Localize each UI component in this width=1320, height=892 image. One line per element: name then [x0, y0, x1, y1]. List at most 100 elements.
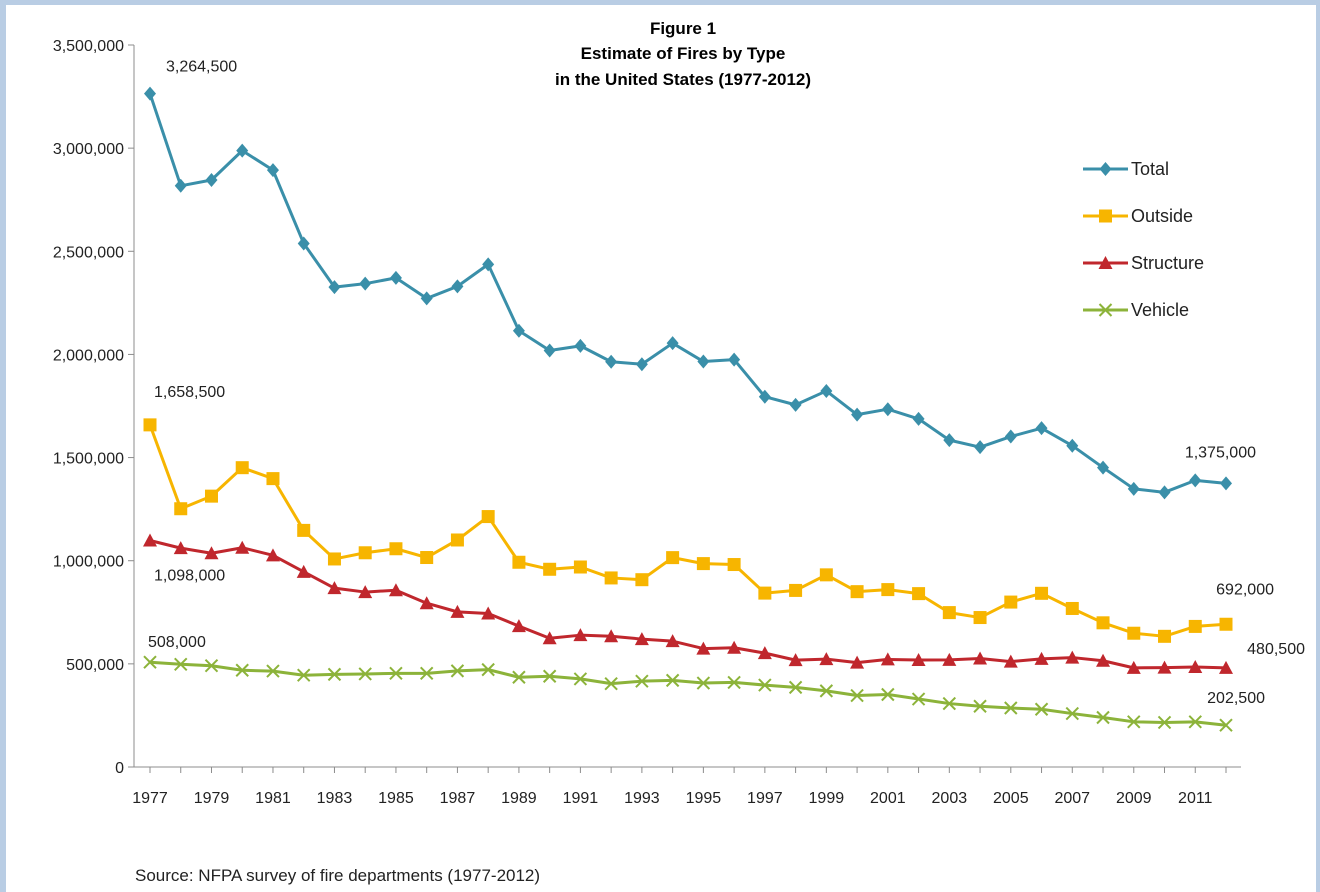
data-point-x-stroke	[819, 684, 834, 698]
data-point-x-stroke	[297, 668, 311, 682]
data-point-diamond	[635, 357, 648, 372]
data-point-triangle	[358, 585, 373, 599]
data-point-diamond	[758, 389, 771, 404]
data-point-diamond	[851, 407, 864, 422]
data-point-x-stroke	[204, 659, 219, 673]
data-point-x-stroke	[389, 666, 403, 681]
data-label: 1,658,500	[154, 384, 225, 401]
chart-title: Figure 1 Estimate of Fires by Type in th…	[555, 19, 811, 89]
data-point-x-stroke	[1098, 303, 1113, 317]
data-point-square	[1099, 209, 1112, 223]
chart-title-line: Estimate of Fires by Type	[581, 44, 786, 63]
data-point-square	[1127, 626, 1141, 640]
data-point-triangle	[788, 653, 803, 667]
data-point-diamond	[482, 257, 495, 272]
data-point-diamond	[789, 397, 802, 412]
data-annotations: 3,264,500 1,658,500 1,098,000 508,000 1,375,…	[148, 59, 1305, 708]
data-point-x-stroke	[1004, 701, 1018, 715]
data-point-triangle	[942, 652, 957, 666]
x-tick-label: 1993	[624, 790, 660, 807]
data-point-triangle	[481, 606, 496, 620]
data-point-x	[297, 668, 311, 682]
data-point-triangle	[911, 652, 926, 666]
data-point-x-stroke	[450, 664, 465, 678]
data-point-x	[450, 664, 465, 678]
data-point-x-stroke	[881, 687, 895, 702]
y-axis-ticks: 0 500,000 1,000,000 1,500,000 2,000,000 2,500…	[53, 38, 134, 777]
series-line	[148, 424, 1227, 638]
data-point-diamond	[174, 178, 187, 193]
data-point-triangle	[819, 652, 834, 666]
data-point-x-stroke	[542, 669, 557, 683]
data-point-x-stroke	[174, 657, 188, 671]
data-point-x	[1219, 718, 1233, 732]
data-point-x	[942, 696, 957, 711]
data-point-x-stroke	[1034, 702, 1049, 716]
data-point-triangle	[143, 533, 157, 547]
data-point-x-stroke	[481, 662, 495, 677]
data-point-triangle	[573, 628, 588, 642]
data-label: 202,500	[1207, 690, 1265, 707]
data-point-diamond	[974, 440, 987, 455]
y-tick-label: 2,500,000	[53, 244, 124, 261]
data-label: 1,375,000	[1185, 444, 1256, 461]
data-point-x-stroke	[758, 678, 772, 692]
data-label: 508,000	[148, 634, 206, 651]
data-point-x-stroke	[512, 670, 526, 684]
data-point-x-stroke	[143, 655, 157, 669]
data-point-square	[543, 562, 557, 576]
legend-label: Total	[1131, 159, 1169, 179]
x-tick-label: 2009	[1116, 790, 1152, 807]
y-tick-label: 500,000	[66, 657, 124, 674]
data-label: 3,264,500	[166, 59, 237, 76]
legend-label: Outside	[1131, 206, 1193, 226]
data-point-square	[696, 557, 710, 571]
data-point-square	[512, 555, 526, 569]
data-point-square	[604, 571, 618, 585]
data-point-diamond	[359, 276, 372, 291]
data-point-x-stroke	[788, 680, 803, 695]
x-tick-label: 1977	[132, 790, 168, 807]
data-point-x-stroke	[1065, 706, 1079, 721]
data-point-x-stroke	[1127, 715, 1141, 729]
data-point-square	[1096, 616, 1110, 630]
data-point-triangle	[265, 548, 280, 562]
chart-title-line: Figure 1	[650, 19, 716, 38]
data-point-x-stroke	[727, 675, 741, 690]
frame-border-left	[0, 0, 6, 892]
data-point-diamond	[697, 354, 710, 369]
data-point-x-stroke	[266, 664, 280, 678]
data-point-square	[881, 583, 895, 597]
data-point-diamond	[728, 352, 741, 367]
x-tick-label: 1997	[747, 790, 783, 807]
data-point-square	[420, 551, 434, 565]
chart-title-line: in the United States (1977-2012)	[555, 70, 811, 89]
data-point-diamond	[1035, 421, 1048, 436]
data-point-square	[481, 510, 495, 524]
data-point-x	[542, 669, 557, 683]
data-point-x-stroke	[665, 673, 680, 688]
data-point-triangle	[1003, 654, 1018, 668]
data-point-square	[666, 551, 680, 565]
x-tick-label: 1989	[501, 790, 537, 807]
data-label: 1,098,000	[154, 567, 225, 584]
data-point-x	[973, 699, 987, 713]
data-point-triangle	[511, 619, 526, 633]
data-point-x	[665, 673, 680, 688]
data-point-square	[942, 606, 956, 620]
data-point-x-stroke	[973, 699, 987, 713]
x-tick-label: 1985	[378, 790, 414, 807]
data-point-diamond	[543, 343, 556, 358]
data-point-square	[789, 583, 803, 597]
x-tick-label: 2003	[932, 790, 968, 807]
legend-label: Vehicle	[1131, 300, 1189, 320]
data-point-triangle	[1098, 256, 1113, 269]
data-point-x	[174, 657, 188, 671]
data-point-square	[758, 586, 772, 600]
data-point-triangle	[973, 651, 988, 665]
data-point-diamond	[1004, 429, 1017, 444]
series-line	[148, 93, 1227, 494]
data-point-diamond	[666, 336, 679, 351]
